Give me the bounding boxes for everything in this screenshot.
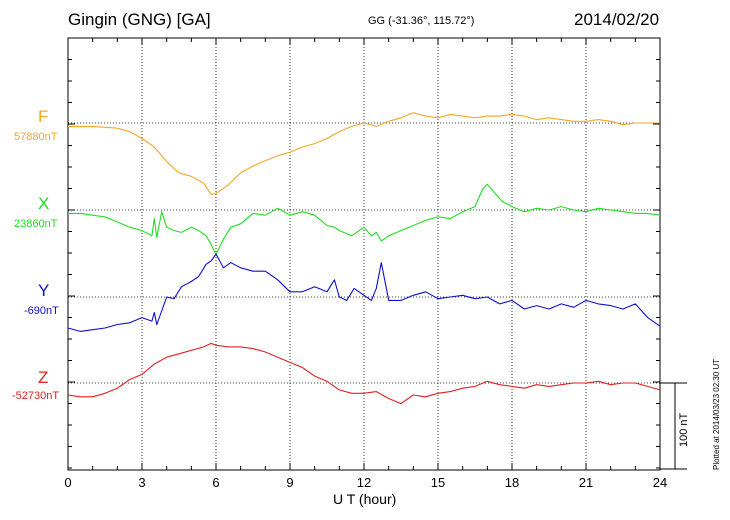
component-baseline-z: -52730nT — [12, 390, 60, 402]
x-tick-label: 9 — [286, 475, 293, 490]
station-title: Gingin (GNG) [GA] — [68, 10, 211, 29]
component-baseline-f: 57880nT — [14, 131, 58, 143]
x-tick-label: 0 — [64, 475, 71, 490]
x-tick-label: 6 — [212, 475, 219, 490]
component-baseline-y: -690nT — [24, 305, 59, 317]
x-tick-label: 18 — [505, 475, 519, 490]
series-line-z — [67, 342, 661, 405]
series-line-y — [67, 253, 661, 332]
x-axis-label: U T (hour) — [333, 491, 397, 507]
date-label: 2014/02/20 — [574, 10, 660, 29]
x-tick-label: 21 — [579, 475, 593, 490]
x-tick-label: 15 — [431, 475, 445, 490]
series-line-f — [68, 112, 660, 195]
x-tick-label: 24 — [653, 475, 667, 490]
x-tick-label: 12 — [357, 475, 371, 490]
component-label-y: Y — [38, 281, 50, 300]
component-label-z: Z — [38, 368, 49, 387]
plotted-timestamp: Plotted at 2014/03/23 02:30 UT — [712, 358, 721, 470]
component-label-f: F — [38, 107, 49, 126]
coordinates-label: GG (-31.36°, 115.72°) — [368, 15, 475, 27]
x-tick-label: 3 — [138, 475, 145, 490]
series-line-x — [68, 183, 661, 256]
component-label-x: X — [38, 194, 50, 213]
component-baseline-x: 23860nT — [14, 218, 58, 230]
scale-bar-label: 100 nT — [678, 412, 690, 447]
